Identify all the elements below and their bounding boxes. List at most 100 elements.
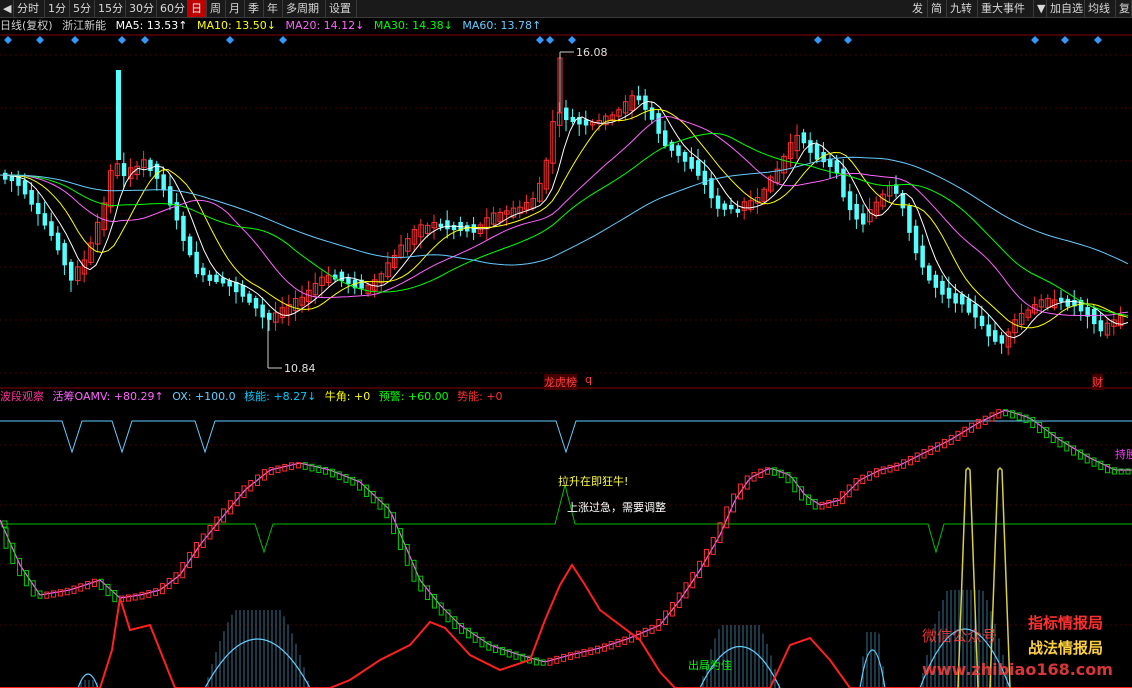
candlestick xyxy=(702,159,708,194)
candlestick xyxy=(636,85,642,105)
price-candles-panel xyxy=(0,36,1129,369)
ma-line-0 xyxy=(0,100,1129,339)
candlestick xyxy=(22,173,28,199)
candlestick xyxy=(999,331,1005,354)
candlestick xyxy=(325,266,332,287)
candlestick xyxy=(946,276,952,308)
candlestick xyxy=(577,111,582,136)
ma10-value: MA10: 13.50↓ xyxy=(197,19,276,32)
candlestick xyxy=(748,190,754,213)
moving-average-button[interactable]: 均线 xyxy=(1085,0,1116,17)
nuclear-value: 核能: +8.27↓ xyxy=(244,390,317,403)
tab-day[interactable]: 日 xyxy=(188,0,207,17)
finance-marker[interactable]: 财 xyxy=(1092,374,1103,390)
signal-diamond-icon xyxy=(226,36,234,44)
candlestick xyxy=(940,275,945,304)
candlestick xyxy=(920,234,925,275)
tab-60min[interactable]: 60分 xyxy=(157,0,188,17)
candlestick xyxy=(715,187,721,217)
stock-name: 浙江新能 xyxy=(62,19,107,32)
candlestick xyxy=(986,314,991,347)
candlestick xyxy=(564,99,569,132)
candlestick xyxy=(907,202,912,241)
major-events-button[interactable]: 重大事件 xyxy=(978,0,1034,17)
tab-5min[interactable]: 5分 xyxy=(70,0,95,17)
candlestick xyxy=(240,280,246,303)
tab-15min[interactable]: 15分 xyxy=(95,0,126,17)
settings-button[interactable]: 设置 xyxy=(326,0,357,17)
publish-button[interactable]: 发 xyxy=(909,0,928,17)
period-toolbar: ◀ 分时 1分 5分 15分 30分 60分日周月季年多周期 设置 发简九转 重大事件 ▼ 加自选 均线… xyxy=(0,0,1132,18)
tab-multi-period[interactable]: 多周期 xyxy=(283,0,326,17)
candlestick xyxy=(253,295,259,317)
signal-diamond-icon xyxy=(536,36,544,44)
tab-timeshare[interactable]: 分时 xyxy=(14,0,45,17)
bull-horn-spike xyxy=(957,466,979,688)
candlestick xyxy=(768,174,774,194)
candlestick xyxy=(42,201,48,230)
candlestick xyxy=(273,301,279,331)
candlestick xyxy=(36,191,41,226)
ma-legend: 日线(复权) 浙江新能 MA5: 13.53↑ MA10: 13.50↓ MA2… xyxy=(0,19,547,33)
potential-line xyxy=(0,563,1132,688)
candlestick xyxy=(438,218,444,231)
tab-1min[interactable]: 1分 xyxy=(45,0,70,17)
back-arrow-button[interactable]: ◀ xyxy=(0,0,14,17)
candlestick xyxy=(894,175,899,198)
signal-diamond-icon xyxy=(1031,36,1039,44)
candlestick xyxy=(669,139,675,158)
candlestick xyxy=(663,120,668,149)
signal-diamond-icon xyxy=(4,36,12,44)
nine-turn-button[interactable]: 九转 xyxy=(947,0,978,17)
candlestick xyxy=(1051,289,1058,311)
simple-button[interactable]: 简 xyxy=(928,0,947,17)
candlestick xyxy=(1018,303,1025,330)
tab-week[interactable]: 周 xyxy=(207,0,226,17)
candlestick xyxy=(431,214,437,240)
candlestick xyxy=(801,129,807,149)
indicator-name: 波段观察 xyxy=(0,390,44,403)
candlestick xyxy=(847,183,853,221)
candlestick xyxy=(649,101,655,125)
dragon-tiger-list-marker[interactable]: 龙虎榜 xyxy=(544,374,577,390)
q-marker[interactable]: q xyxy=(585,373,592,386)
candlestick xyxy=(682,149,688,172)
candlestick xyxy=(477,221,484,237)
add-watchlist-button[interactable]: 加自选 xyxy=(1047,0,1085,17)
candlestick xyxy=(168,175,173,211)
bull-signal-text: 拉升在即狂牛! xyxy=(558,475,629,488)
candlestick xyxy=(722,200,727,217)
candlestick xyxy=(187,233,193,258)
candlestick xyxy=(886,180,893,203)
dropdown-arrow-button[interactable]: ▼ xyxy=(1034,0,1047,17)
candlestick xyxy=(808,132,813,163)
candlestick xyxy=(484,208,490,240)
candlestick xyxy=(391,249,398,270)
candlestick xyxy=(207,270,213,286)
candlestick xyxy=(101,196,107,237)
tab-season[interactable]: 季 xyxy=(245,0,264,17)
candlestick xyxy=(49,212,54,241)
candlestick xyxy=(741,197,748,220)
tab-year[interactable]: 年 xyxy=(264,0,283,17)
candlestick xyxy=(1038,294,1045,314)
warning-value: 预警: +60.00 xyxy=(378,390,449,403)
signal-diamond-icon xyxy=(36,36,44,44)
candlestick xyxy=(696,148,701,181)
nuclear-energy-area xyxy=(77,673,99,688)
potential-value: 势能: +0 xyxy=(457,390,503,403)
candlestick xyxy=(88,236,94,266)
watermark-name-1: 指标情报局 xyxy=(1028,614,1104,632)
candlestick xyxy=(629,90,635,120)
candlestick xyxy=(1012,313,1018,344)
candlestick-spike xyxy=(116,70,121,160)
signal-diamond-icon xyxy=(1094,36,1102,44)
tab-month[interactable]: 月 xyxy=(226,0,245,17)
ma-line-4 xyxy=(0,156,1129,266)
ma-line-2 xyxy=(0,115,1129,317)
candlestick xyxy=(398,234,404,260)
tab-30min[interactable]: 30分 xyxy=(126,0,157,17)
candlestick xyxy=(1025,306,1031,322)
candlestick xyxy=(794,124,800,160)
